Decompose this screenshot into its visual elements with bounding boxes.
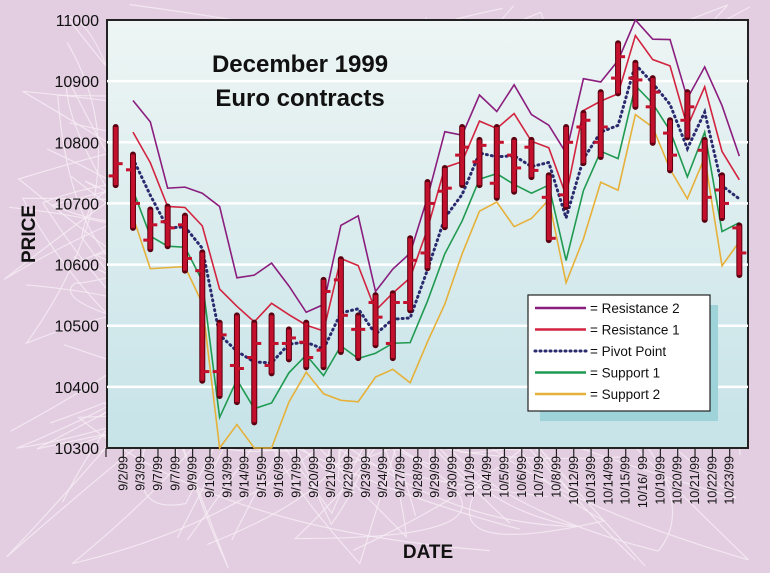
ohlc-bar	[385, 290, 400, 362]
legend-label-r1: = Resistance 1	[590, 323, 680, 338]
x-tick-label: 10/15/99	[619, 456, 633, 505]
x-tick-label: 10/5/99	[497, 456, 511, 498]
x-tick-label: 9/29/99	[428, 456, 442, 498]
ohlc-bar	[541, 172, 556, 244]
legend-label-pp: = Pivot Point	[590, 344, 666, 359]
ohlc-bar	[437, 164, 452, 231]
x-tick-label: 9/28/99	[411, 456, 425, 498]
ohlc-bar	[524, 136, 539, 181]
ohlc-bar	[593, 89, 608, 160]
x-tick-label: 10/4/99	[480, 456, 494, 498]
ohlc-bar	[108, 124, 123, 189]
ohlc-bar	[368, 292, 383, 349]
x-tick-label: 9/7/99	[168, 456, 182, 491]
x-tick-label: 9/9/99	[186, 456, 200, 491]
x-tick-label: 10/22/99	[705, 456, 719, 505]
x-tick-label: 10/16/ 99	[636, 456, 650, 508]
y-tick-label: 10600	[55, 258, 100, 275]
legend-label-r2: = Resistance 2	[590, 301, 680, 316]
series-line-r1	[132, 33, 741, 333]
ohlc-bar	[160, 203, 175, 250]
x-tick-label: 10/19/99	[653, 456, 667, 505]
chart-title-line2: Euro contracts	[215, 85, 384, 112]
y-tick-label: 10500	[55, 319, 100, 336]
ohlc-bar	[663, 117, 678, 174]
x-axis-label: DATE	[403, 542, 453, 563]
x-tick-label: 9/13/99	[220, 456, 234, 498]
x-tick-label: 9/20/99	[307, 456, 321, 498]
x-tick-label: 10/14/99	[601, 456, 615, 505]
ohlc-bar	[229, 312, 244, 406]
ohlc-bar	[195, 249, 210, 384]
ohlc-bar	[489, 124, 504, 201]
x-tick-label: 9/21/99	[324, 456, 338, 498]
ohlc-bar	[455, 124, 470, 189]
x-tick-label: 9/30/99	[445, 456, 459, 498]
legend: = Resistance 2 = Resistance 1 = Pivot Poin…	[527, 294, 718, 421]
ohlc-bar	[628, 59, 643, 110]
ohlc-bar	[472, 136, 487, 189]
ohlc-bar	[420, 179, 435, 272]
series-line-s2	[132, 113, 740, 451]
ohlc-bar	[333, 256, 348, 356]
ohlc-bar	[264, 312, 279, 377]
ohlc-bar	[611, 40, 626, 97]
y-tick-label: 10700	[55, 196, 100, 213]
x-tick-label: 9/3/99	[134, 456, 148, 491]
ohlc-bar	[559, 124, 574, 211]
x-tick-label: 10/1/99	[463, 456, 477, 498]
y-axis-label: PRICE	[19, 205, 40, 263]
x-tick-label: 9/23/99	[359, 456, 373, 498]
y-tick-label: 10900	[55, 74, 100, 91]
ohlc-bar	[247, 319, 262, 426]
y-tick-label: 10800	[55, 135, 100, 152]
x-tick-label: 9/2/99	[116, 456, 130, 491]
x-tick-label: 9/22/99	[342, 456, 356, 498]
ohlc-bar	[281, 326, 296, 363]
y-tick-label: 10300	[55, 441, 100, 458]
ohlc-bar	[177, 212, 192, 274]
ohlc-bar	[732, 222, 747, 278]
x-tick-label: 9/24/99	[376, 456, 390, 498]
x-tick-label: 10/23/99	[723, 456, 737, 505]
ohlc-bar	[212, 319, 227, 400]
x-tick-label: 10/6/99	[515, 456, 529, 498]
x-tick-label: 10/20/99	[671, 456, 685, 505]
legend-label-s2: = Support 2	[590, 387, 660, 402]
ohlc-bar	[715, 172, 730, 222]
x-tick-label: 9/7/99	[151, 456, 165, 491]
x-tick-label: 9/10/99	[203, 456, 217, 498]
ohlc-bar	[351, 312, 366, 362]
x-tick-label: 9/15/99	[255, 456, 269, 498]
ohlc-bar	[143, 206, 158, 253]
x-tick-label: 10/21/99	[688, 456, 702, 505]
chart-title-line1: December 1999	[212, 51, 388, 78]
series-line-r2	[132, 18, 741, 314]
y-tick-label: 10400	[55, 380, 100, 397]
ohlc-bar	[403, 235, 418, 314]
ohlc-bar	[576, 109, 591, 167]
ohlc-bar	[507, 136, 522, 195]
ohlc-bar	[299, 319, 314, 371]
x-tick-label: 10/7/99	[532, 456, 546, 498]
x-tick-label: 10/12/99	[567, 456, 581, 505]
ohlc-bar	[316, 276, 331, 371]
ohlc-bar	[645, 75, 660, 146]
x-tick-label: 9/17/99	[290, 456, 304, 498]
ohlc-bar	[697, 136, 712, 223]
x-tick-label: 9/14/99	[238, 456, 252, 498]
ohlc-bar	[125, 151, 140, 231]
x-tick-label: 10/13/99	[584, 456, 598, 505]
legend-label-s1: = Support 1	[590, 366, 660, 381]
x-tick-label: 9/27/99	[394, 456, 408, 498]
y-tick-label: 11000	[56, 13, 99, 30]
x-tick-label: 9/16/99	[272, 456, 286, 498]
x-tick-label: 10/8/99	[549, 456, 563, 498]
ohlc-bar	[680, 89, 695, 141]
